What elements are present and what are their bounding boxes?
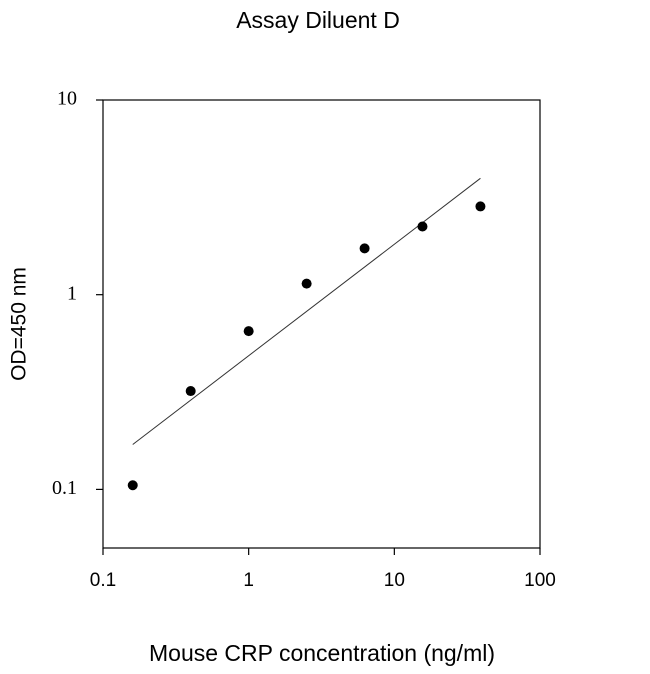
data-point [475,201,486,212]
data-point [301,278,312,289]
x-tick-label: 0.1 [90,570,116,591]
data-point [127,480,138,491]
chart-title: Assay Diluent D [236,7,400,33]
data-point [243,326,254,337]
data-point [185,386,196,397]
data-point [417,221,428,232]
y-tick-label: 1 [67,282,77,304]
y-tick-label: 0.1 [52,477,77,499]
x-tick-label: 1 [243,570,254,591]
plot-frame [102,99,541,549]
y-axis-label: OD=450 nm [8,267,31,381]
y-tick-label: 10 [57,88,77,110]
x-tick-label: 10 [384,570,405,591]
data-point [359,243,370,254]
fit-line [132,177,481,445]
x-axis-label: Mouse CRP concentration (ng/ml) [149,640,495,666]
x-tick-label: 100 [524,570,556,591]
